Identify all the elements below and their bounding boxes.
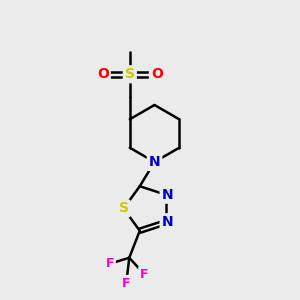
Text: F: F bbox=[122, 277, 130, 290]
Text: O: O bbox=[97, 67, 109, 81]
Text: F: F bbox=[140, 268, 148, 281]
Text: O: O bbox=[151, 67, 163, 81]
Text: F: F bbox=[106, 257, 114, 270]
Text: N: N bbox=[149, 155, 160, 169]
Text: N: N bbox=[162, 188, 173, 202]
Text: N: N bbox=[162, 215, 173, 229]
Text: S: S bbox=[125, 67, 135, 81]
Text: S: S bbox=[118, 202, 129, 215]
